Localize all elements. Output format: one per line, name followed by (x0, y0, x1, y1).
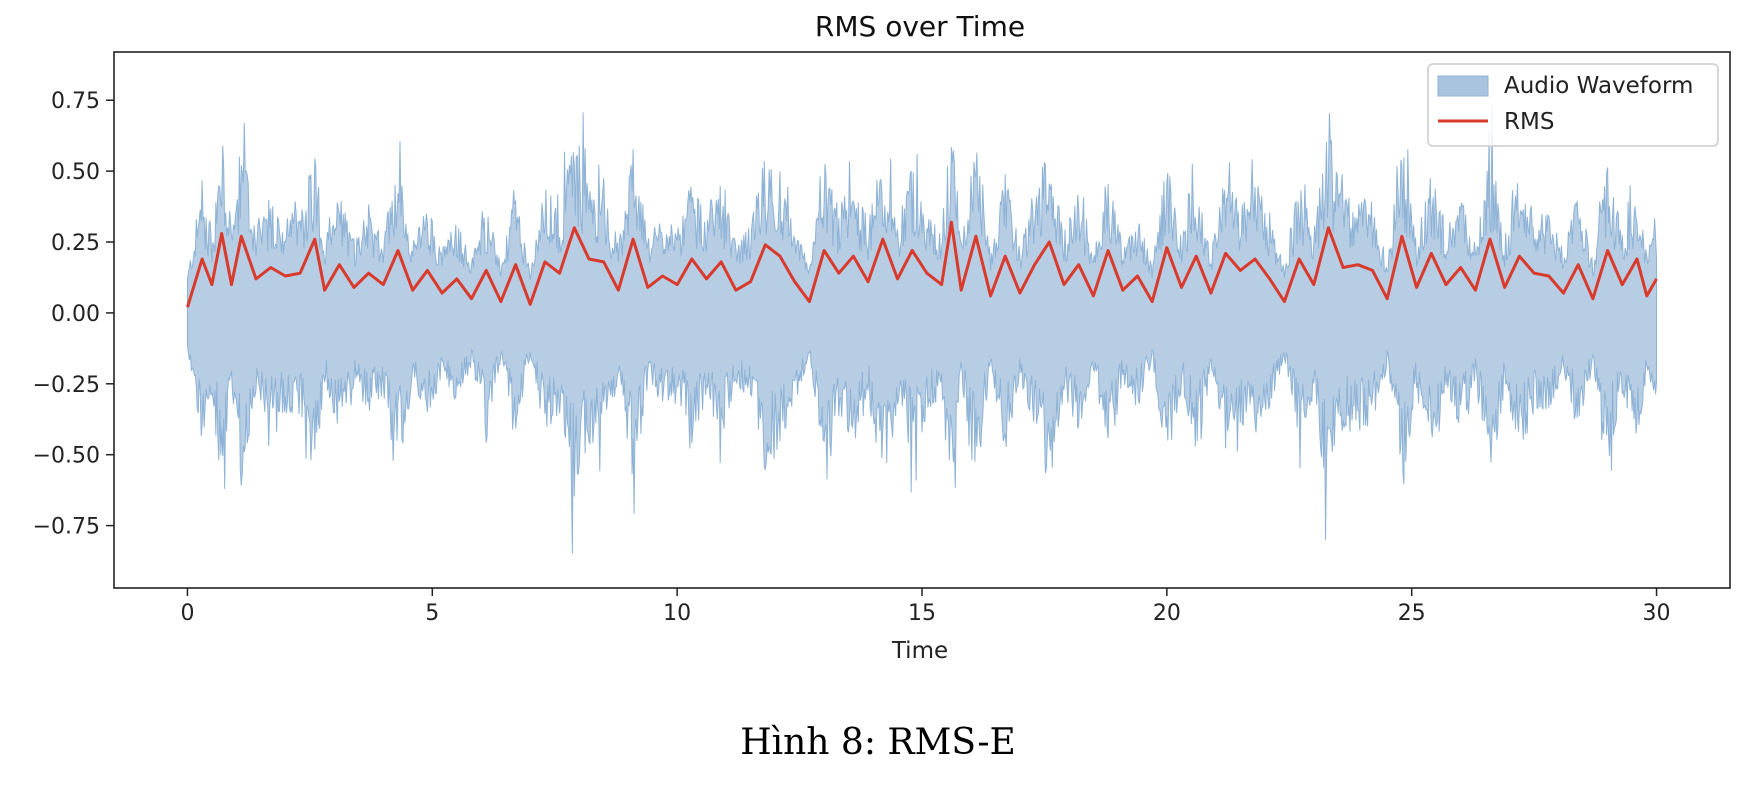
y-tick-label: −0.25 (33, 373, 100, 398)
x-axis: 0 5 10 15 20 25 30 (180, 588, 1671, 626)
waveform-area (187, 104, 1657, 554)
legend-box (1427, 63, 1719, 147)
x-tick-label: 0 (180, 601, 194, 626)
chart-title: RMS over Time (815, 10, 1025, 43)
y-tick-label: −0.50 (33, 444, 100, 469)
y-tick-label: −0.75 (33, 515, 100, 540)
legend-swatch-waveform (1437, 75, 1489, 97)
legend-label-waveform: Audio Waveform (1504, 73, 1693, 99)
x-tick-label: 20 (1153, 601, 1181, 626)
plot-area (186, 104, 1658, 554)
y-tick-label: 0.00 (51, 302, 100, 327)
x-tick-label: 25 (1398, 601, 1426, 626)
legend-label-rms: RMS (1504, 109, 1554, 135)
figure-caption: Hình 8: RMS-E (740, 722, 1016, 763)
y-tick-label: 0.75 (51, 89, 100, 114)
y-tick-label: 0.25 (51, 231, 100, 256)
x-tick-label: 15 (908, 601, 936, 626)
legend: Audio Waveform RMS (1427, 63, 1719, 147)
x-tick-label: 5 (425, 601, 439, 626)
x-tick-label: 30 (1643, 601, 1671, 626)
y-axis: 0.75 0.50 0.25 0.00 −0.25 −0.50 −0.75 (33, 89, 114, 540)
x-tick-label: 10 (663, 601, 691, 626)
y-tick-label: 0.50 (51, 160, 100, 185)
x-axis-label: Time (891, 638, 948, 664)
rms-line (186, 220, 1658, 308)
